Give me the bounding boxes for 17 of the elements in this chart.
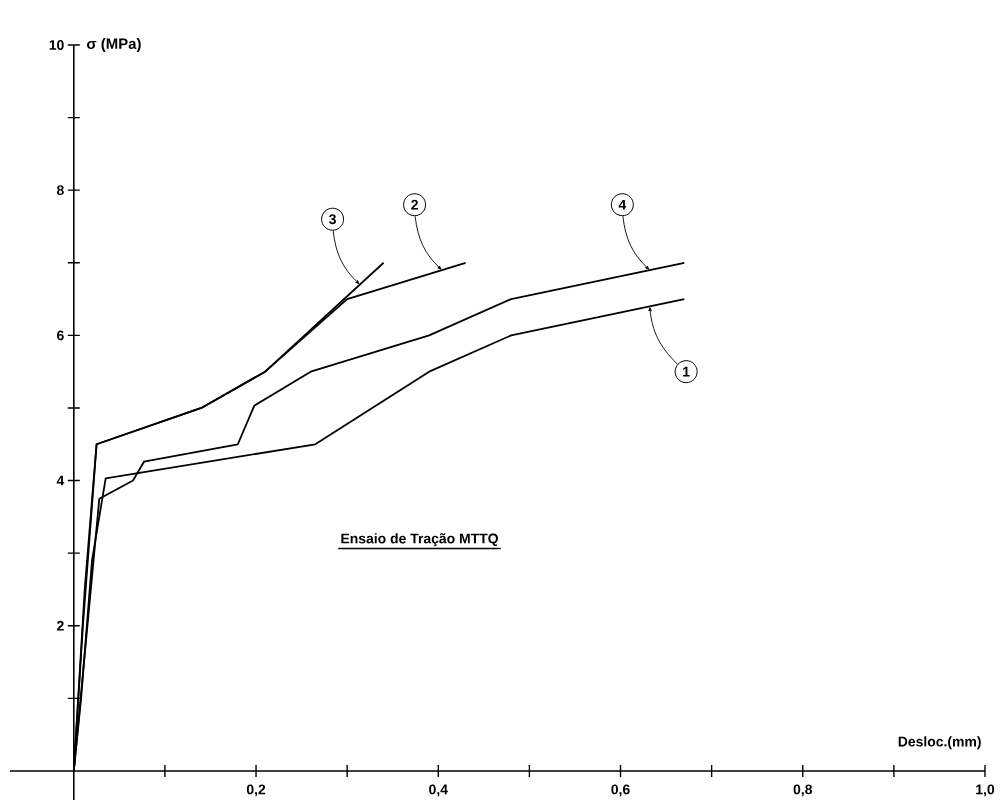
legend-label: 1	[683, 366, 690, 377]
legend-label: 3	[329, 214, 336, 225]
x-tick-label: 0,6	[611, 784, 630, 797]
y-axis-title: σ (MPa)	[87, 38, 141, 52]
y-tick-label: 10	[49, 40, 64, 50]
x-tick-label: 0,8	[793, 784, 813, 797]
y-tick-label: 8	[56, 185, 64, 196]
x-tick-label: 0,2	[246, 784, 266, 797]
annotation: Ensaio de Tração MTTQ	[341, 533, 498, 547]
x-axis-title: Desloc.(mm)	[898, 736, 981, 750]
legend-label: 4	[618, 199, 627, 210]
legend-label: 2	[411, 199, 418, 210]
y-tick-label: 6	[57, 330, 64, 341]
x-tick-label: 0,4	[429, 784, 448, 797]
y-tick-label: 4	[56, 475, 65, 486]
x-tick-label: 1,0	[976, 784, 995, 797]
y-tick-label: 2	[57, 620, 64, 631]
